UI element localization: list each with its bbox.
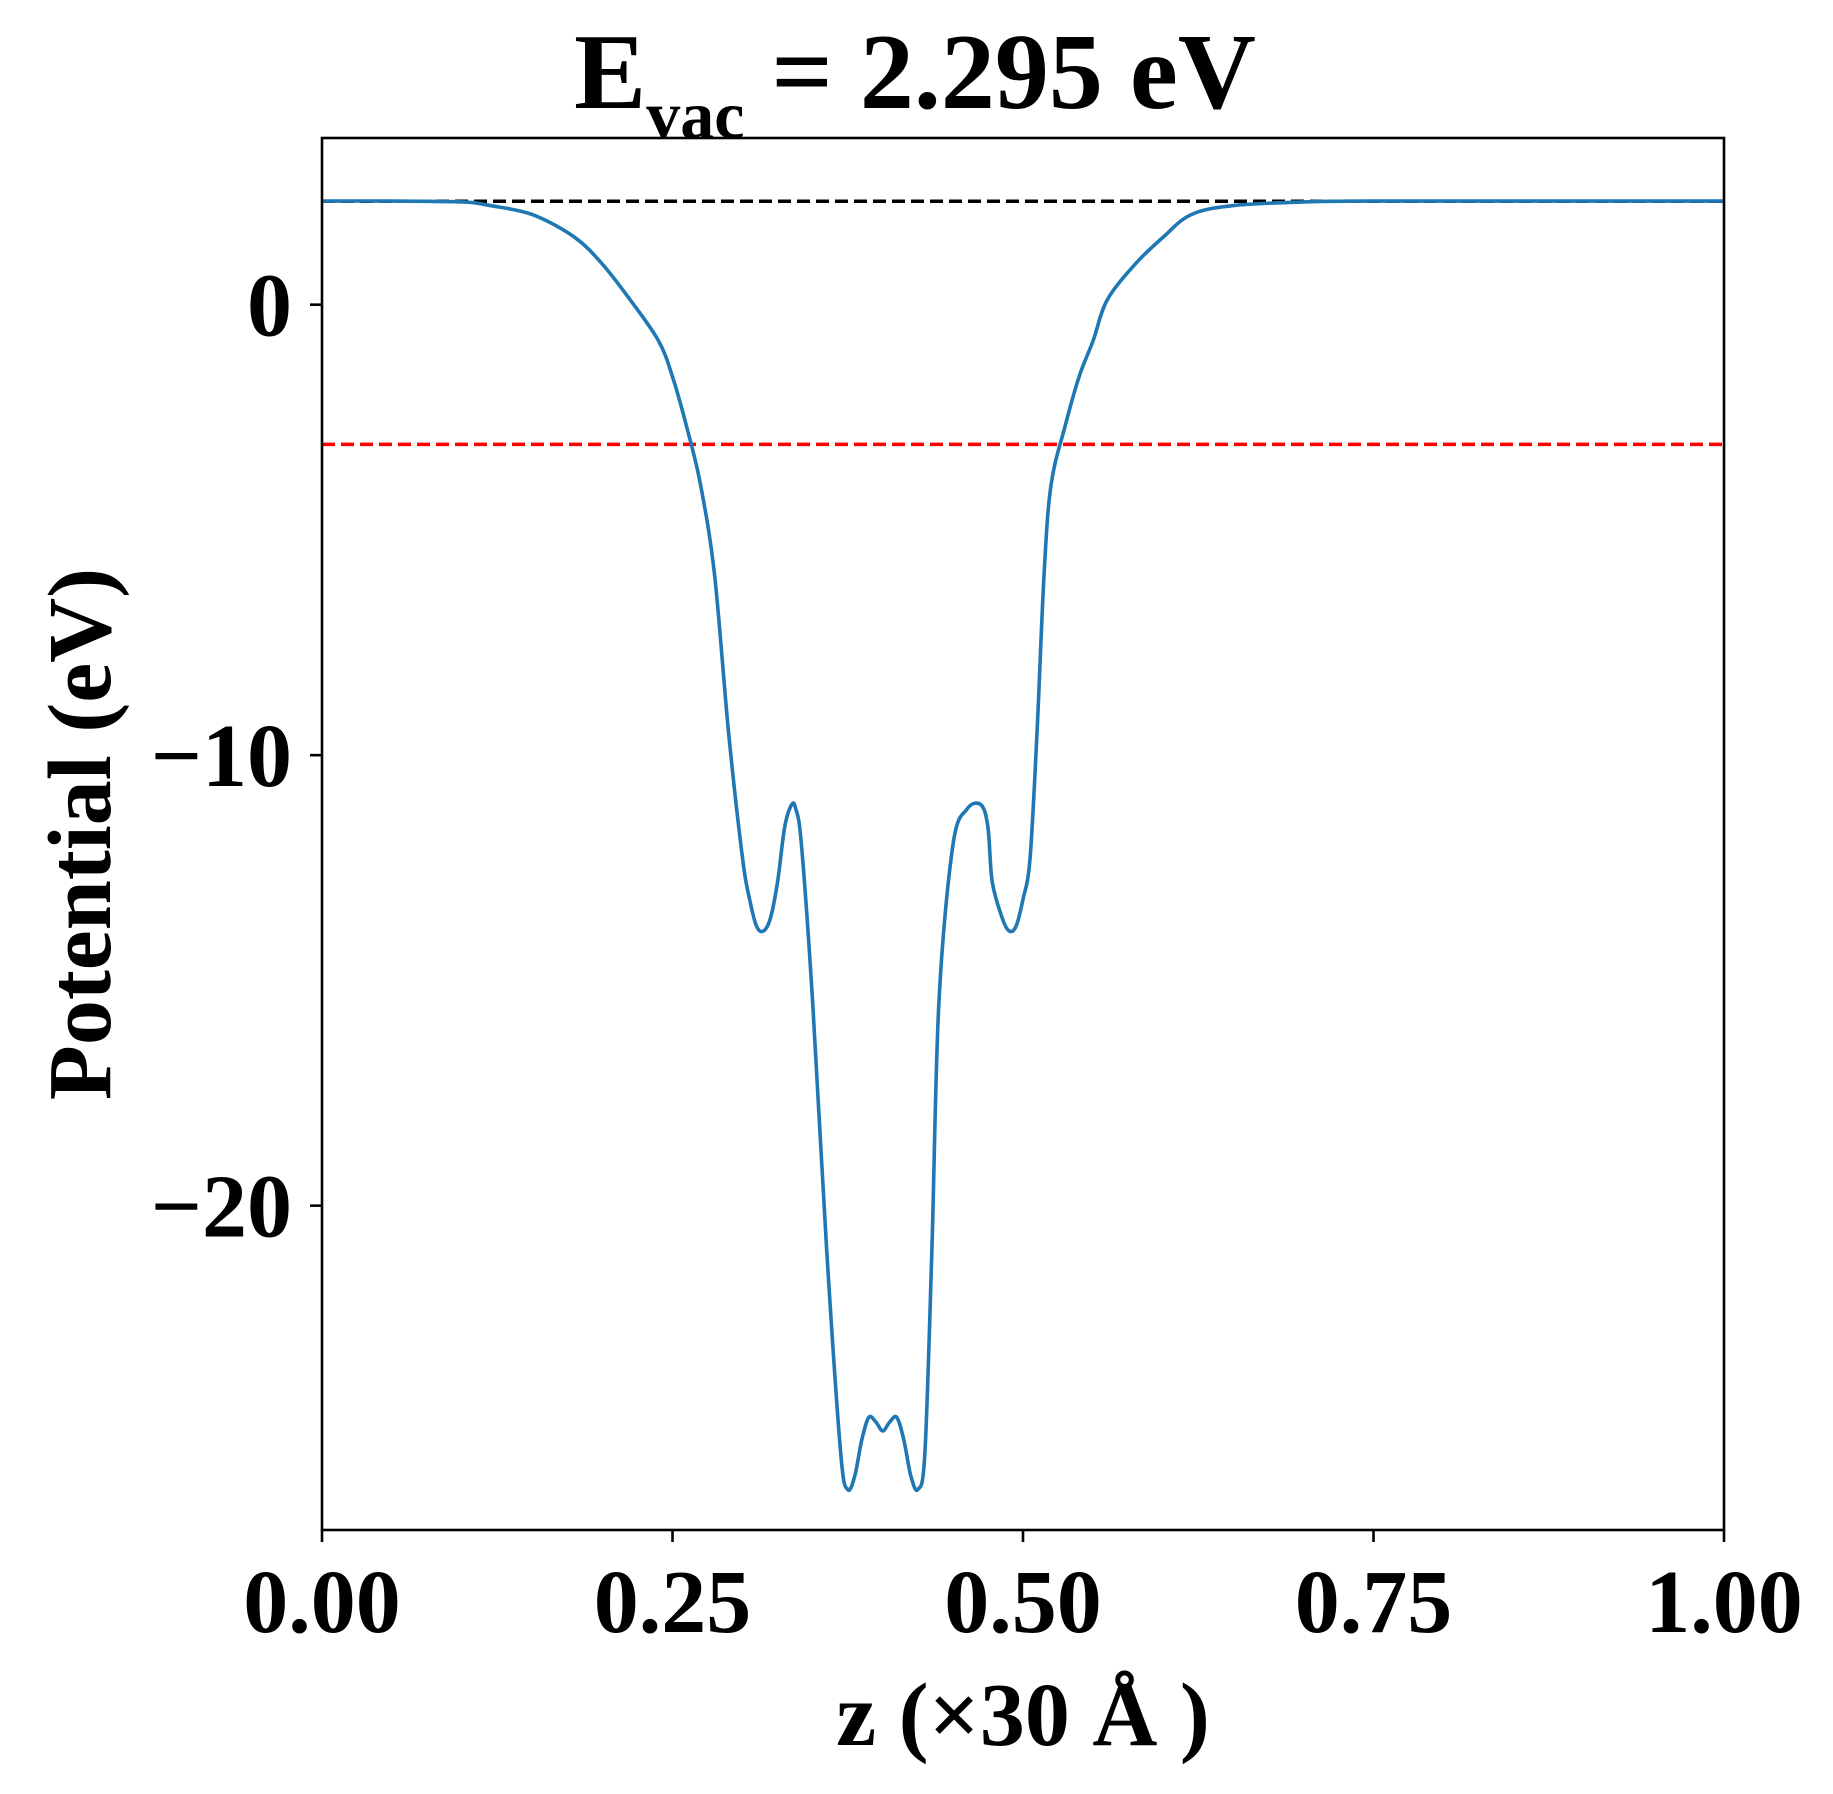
chart-title: Evac = 2.295 eV (574, 13, 1256, 153)
axes-frame (320, 136, 1726, 1532)
reference-lines (322, 199, 1724, 447)
x-tick-label: 0.50 (944, 1553, 1102, 1652)
x-tick-label: 0.00 (243, 1553, 401, 1652)
y-tick-label: −10 (151, 707, 292, 806)
x-tick-label: 0.25 (594, 1553, 752, 1652)
x-axis-label: z (×30 Å ) (836, 1666, 1210, 1765)
chart-title-subscript: vac (646, 77, 744, 153)
x-ticks: 0.00 0.25 0.50 0.75 1.00 (243, 1530, 1803, 1652)
y-axis-label: Potential (eV) (31, 568, 130, 1100)
chart-title-rest: = 2.295 eV (744, 13, 1255, 132)
chart-title-main: E (574, 13, 646, 132)
x-tick-label: 0.75 (1295, 1553, 1453, 1652)
y-tick-label: 0 (247, 257, 292, 356)
series-group (322, 199, 1724, 1493)
y-ticks: 0 −10 −20 (151, 257, 322, 1257)
series-line-0 (322, 199, 1724, 1493)
y-tick-label: −20 (151, 1158, 292, 1257)
x-tick-label: 1.00 (1645, 1553, 1803, 1652)
